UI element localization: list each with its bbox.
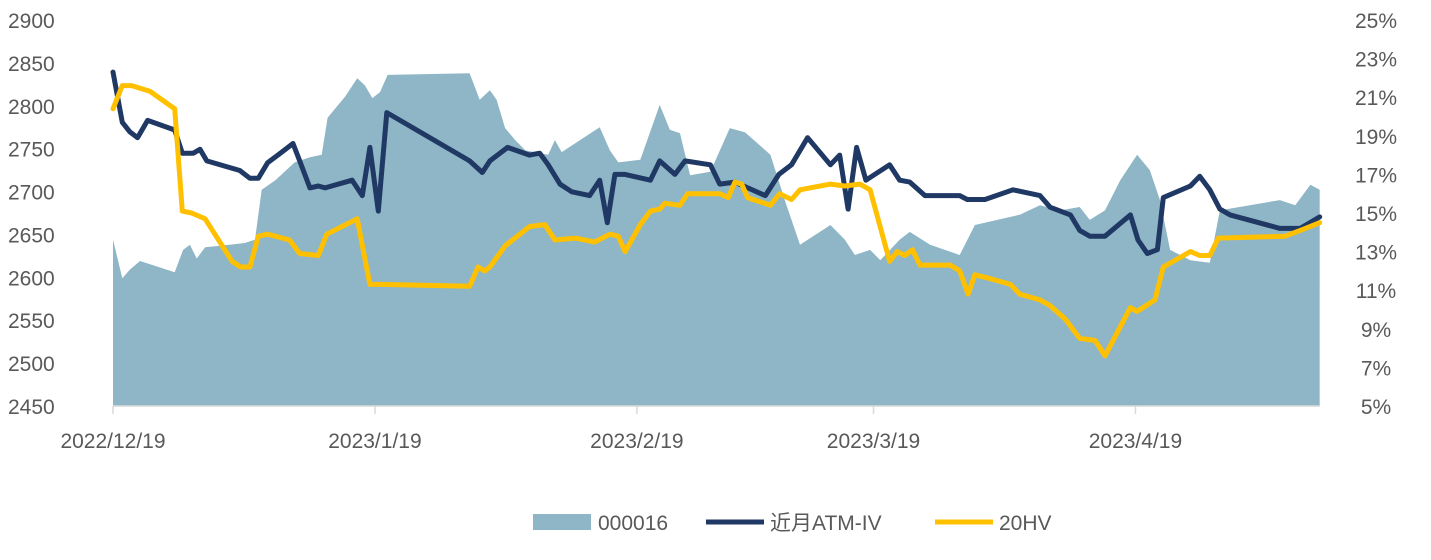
axis-layer: 2450 2500 2550 2600 2650 2700 2750 2800 2850 2900…: [8, 10, 1397, 453]
legend-label-atm-iv: 近月ATM-IV: [770, 512, 882, 535]
series-layer: [110, 69, 1323, 406]
series-000016-0-area: [113, 73, 1320, 406]
x-tick-label: 2023/4/19: [1089, 430, 1182, 453]
y-right-tick-label: 7%: [1361, 357, 1391, 380]
y-left-tick-label: 2650: [8, 224, 55, 247]
y-left-tick-label: 2850: [8, 53, 55, 76]
y-right-tick-label: 13%: [1355, 242, 1397, 265]
series-20hv-2-line: [110, 83, 1323, 359]
x-tick-label: 2023/1/19: [328, 430, 421, 453]
y-right-tick-label: 15%: [1355, 203, 1397, 226]
y-left-tick-label: 2600: [8, 267, 55, 290]
series-atm-iv-1-line: [110, 69, 1323, 256]
legend-label-20hv: 20HV: [999, 512, 1052, 535]
y-left-tick-label: 2800: [8, 96, 55, 119]
legend-swatch-000016: [533, 514, 591, 530]
y-right-tick-label: 25%: [1355, 10, 1397, 33]
y-left-tick-label: 2900: [8, 10, 55, 33]
x-tick-label: 2022/12/19: [60, 430, 165, 453]
y-right-tick-label: 23%: [1355, 49, 1397, 72]
legend: 000016 近月ATM-IV 20HV: [533, 512, 1052, 535]
y-left-tick-label: 2550: [8, 310, 55, 333]
y-left-tick-label: 2750: [8, 139, 55, 162]
y-right-tick-label: 5%: [1361, 396, 1391, 419]
y-right-tick-label: 19%: [1355, 126, 1397, 149]
x-tick-label: 2023/2/19: [590, 430, 683, 453]
legend-label-000016: 000016: [598, 512, 668, 535]
y-right-tick-label: 17%: [1355, 164, 1397, 187]
y-right-tick-label: 21%: [1355, 87, 1397, 110]
y-right-tick-label: 11%: [1356, 280, 1396, 303]
y-right-tick-label: 9%: [1361, 319, 1391, 342]
y-left-tick-label: 2450: [8, 396, 55, 419]
y-left-tick-label: 2500: [8, 353, 55, 376]
y-left-tick-label: 2700: [8, 182, 55, 205]
x-tick-label: 2023/3/19: [827, 430, 920, 453]
